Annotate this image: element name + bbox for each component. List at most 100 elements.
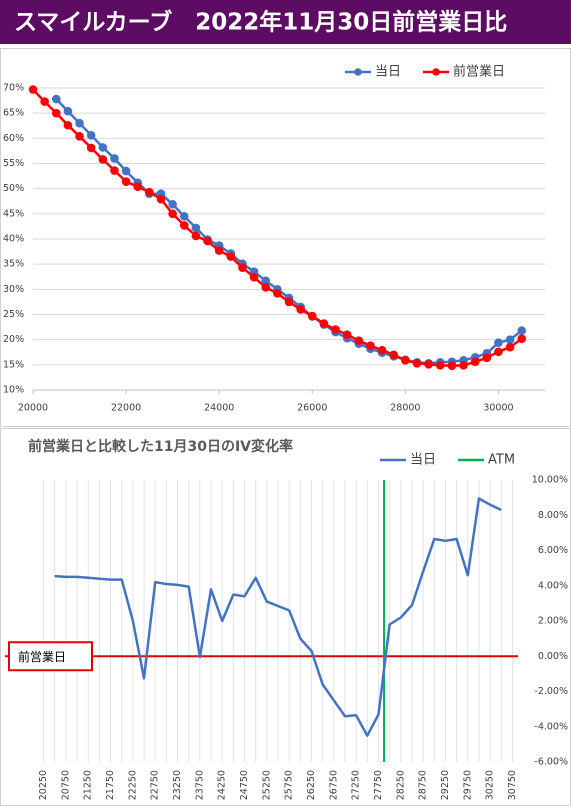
x-tick-label: 22750 (150, 770, 161, 800)
marker (214, 246, 224, 255)
y-tick-label: 40% (3, 234, 24, 245)
marker (517, 334, 527, 343)
marker (98, 155, 108, 164)
chart-title: 前営業日と比較した11月30日のIV変化率 (28, 438, 293, 455)
x-tick-label: 24000 (204, 403, 234, 414)
marker (40, 97, 49, 106)
marker (447, 361, 457, 371)
x-tick-label: 20250 (38, 770, 49, 800)
x-tick-label: 23750 (194, 770, 205, 800)
marker (121, 177, 131, 186)
x-tick-label: 28250 (395, 770, 406, 800)
marker (412, 359, 422, 368)
x-tick-label: 26250 (306, 770, 317, 800)
y-tick-label: 6.00% (538, 545, 568, 556)
x-tick-label: 20000 (18, 403, 48, 414)
baseline-label-box (8, 641, 93, 672)
header-bar (0, 0, 571, 44)
marker (156, 194, 166, 204)
y-tick-label: -6.00% (534, 757, 568, 768)
y-tick-label: 8.00% (538, 510, 568, 521)
marker (168, 199, 177, 209)
y-tick-label: 20% (3, 334, 24, 345)
x-tick-label: 27250 (351, 770, 362, 800)
y-tick-label: 70% (3, 83, 24, 94)
marker (342, 330, 352, 339)
marker (203, 236, 212, 246)
marker (505, 342, 515, 352)
x-tick-label: 28750 (418, 770, 429, 800)
x-tick-label: 26750 (328, 770, 339, 800)
baseline-label: 前営業日 (18, 649, 66, 664)
chart-frame (0, 48, 571, 427)
marker (482, 353, 492, 363)
chart-frame (0, 428, 571, 806)
legend-marker (432, 68, 440, 76)
y-tick-label: 60% (3, 133, 24, 144)
y-tick-label: 65% (3, 108, 24, 119)
marker (238, 263, 247, 272)
marker (145, 187, 154, 197)
marker (51, 108, 61, 118)
marker (459, 361, 468, 370)
x-tick-label: 28000 (390, 403, 420, 414)
legend-marker (354, 68, 362, 76)
x-tick-label: 24750 (239, 770, 250, 800)
marker (110, 166, 119, 175)
marker (98, 143, 108, 152)
y-tick-label: 35% (3, 259, 24, 270)
marker (51, 94, 61, 104)
marker (424, 360, 433, 369)
marker (179, 212, 189, 221)
x-tick-label: 30750 (507, 770, 518, 800)
y-tick-label: 30% (3, 284, 24, 295)
marker (110, 154, 119, 163)
marker (389, 350, 399, 360)
marker (284, 297, 294, 307)
legend-label: 前営業日 (453, 64, 505, 80)
marker (75, 132, 84, 141)
marker (307, 311, 317, 321)
x-tick-label: 25250 (261, 770, 272, 800)
y-tick-label: 15% (3, 359, 24, 370)
marker (319, 319, 329, 328)
x-tick-label: 20750 (60, 770, 71, 800)
marker (133, 182, 143, 191)
marker (191, 231, 201, 241)
y-tick-label: 25% (3, 309, 24, 320)
x-tick-label: 30250 (485, 770, 496, 800)
series-line (54, 497, 502, 737)
marker (331, 325, 340, 334)
x-tick-label: 29750 (462, 770, 473, 800)
y-tick-label: -4.00% (534, 721, 568, 732)
marker (191, 223, 201, 233)
y-tick-label: -2.00% (534, 686, 568, 697)
header-title: スマイルカーブ 2022年11月30日前営業日比 (14, 9, 507, 36)
legend-label: ATM (488, 453, 515, 468)
x-tick-label: 21250 (83, 770, 94, 800)
marker (494, 347, 503, 357)
marker (354, 336, 364, 345)
marker (63, 120, 73, 130)
marker (470, 357, 480, 367)
marker (261, 283, 271, 292)
y-tick-label: 0.00% (538, 651, 568, 662)
x-tick-label: 23250 (172, 770, 183, 800)
marker (273, 289, 282, 298)
x-tick-label: 29250 (440, 770, 451, 800)
marker (377, 345, 387, 355)
x-tick-label: 22250 (127, 770, 138, 800)
marker (86, 143, 96, 153)
y-tick-label: 55% (3, 158, 24, 169)
marker (401, 356, 410, 365)
y-tick-label: 10.00% (532, 475, 568, 486)
marker (168, 209, 177, 219)
y-tick-label: 10% (3, 385, 24, 396)
marker (28, 85, 38, 94)
y-tick-label: 50% (3, 183, 24, 194)
marker (435, 361, 445, 370)
series-line (32, 88, 523, 368)
marker (517, 326, 527, 335)
legend-label: 当日 (410, 453, 436, 468)
